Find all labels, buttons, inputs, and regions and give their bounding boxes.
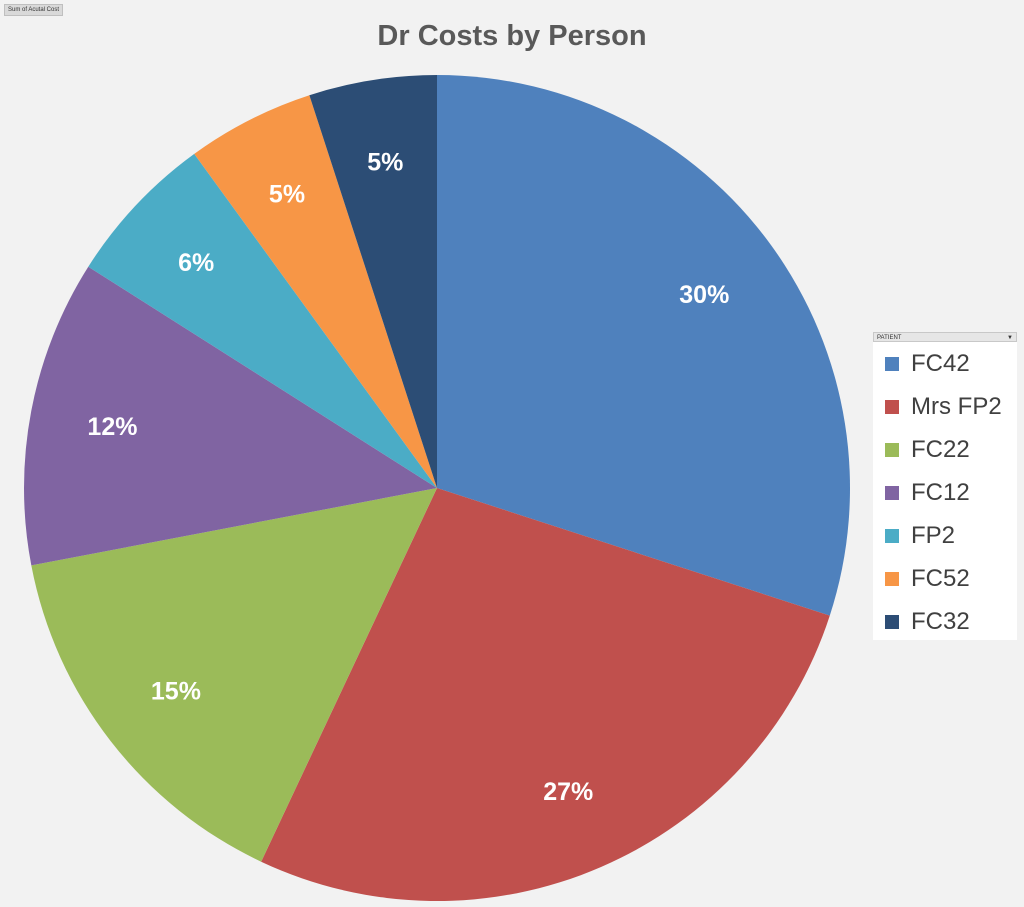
pie-slice-mrs-fp2[interactable]: [261, 488, 830, 901]
pie-slice-fp2[interactable]: [88, 153, 437, 488]
legend: FC42 Mrs FP2 FC22 FC12 FP2 FC52 FC32: [873, 342, 1017, 640]
pie-slice-fc12[interactable]: [23, 266, 437, 566]
pivot-field-button[interactable]: Sum of Acutal Cost: [4, 4, 64, 16]
pie-slice-fc22[interactable]: [31, 488, 437, 862]
legend-item-fp2[interactable]: FP2: [885, 522, 956, 549]
pie-slice-fc52[interactable]: [194, 95, 437, 489]
data-label-mrs-fp2: 27%: [543, 778, 593, 806]
pie-slice-fc42[interactable]: [437, 75, 851, 616]
legend-label: FC12: [911, 479, 970, 506]
legend-item-fc52[interactable]: FC52: [885, 565, 970, 592]
dropdown-arrow-icon[interactable]: ▼: [1007, 335, 1013, 341]
legend-label: Mrs FP2: [911, 393, 1002, 420]
legend-label: FC42: [911, 350, 970, 377]
data-label-fp2: 6%: [178, 249, 214, 277]
legend-item-mrs-fp2[interactable]: Mrs FP2: [885, 393, 1002, 420]
legend-swatch: [885, 357, 899, 371]
legend-item-fc32[interactable]: FC32: [885, 608, 970, 635]
data-label-fc32: 5%: [367, 149, 403, 177]
legend-item-fc12[interactable]: FC12: [885, 479, 970, 506]
legend-swatch: [885, 572, 899, 586]
legend-label: FC22: [911, 436, 970, 463]
chart-title: Dr Costs by Person: [377, 20, 647, 52]
legend-label: FC32: [911, 608, 970, 635]
data-label-fc42: 30%: [679, 281, 729, 309]
legend-field-label: PATIENT: [877, 335, 902, 341]
legend-swatch: [885, 615, 899, 629]
legend-item-fc42[interactable]: FC42: [885, 350, 970, 377]
data-label-fc12: 12%: [87, 413, 137, 441]
data-label-fc52: 5%: [269, 181, 305, 209]
legend-swatch: [885, 529, 899, 543]
legend-swatch: [885, 443, 899, 457]
pie-slice-fc32[interactable]: [309, 75, 437, 488]
legend-label: FC52: [911, 565, 970, 592]
legend-swatch: [885, 486, 899, 500]
legend-swatch: [885, 400, 899, 414]
legend-field-dropdown[interactable]: PATIENT ▼: [873, 332, 1017, 342]
data-label-fc22: 15%: [151, 678, 201, 706]
legend-label: FP2: [911, 522, 956, 549]
legend-item-fc22[interactable]: FC22: [885, 436, 970, 463]
